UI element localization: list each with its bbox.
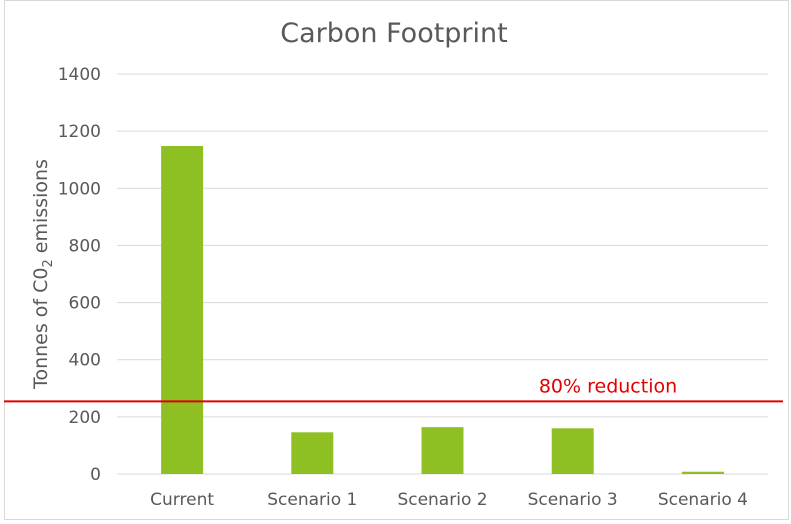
bar-scenario-3	[551, 428, 594, 474]
gridlines	[117, 73, 768, 475]
bar-scenario-2	[421, 427, 464, 474]
y-tick-label: 1000	[58, 179, 101, 199]
y-tick-label: 600	[69, 294, 101, 314]
y-tick-label: 800	[69, 236, 101, 256]
y-tick-label: 1200	[58, 122, 101, 142]
x-tick-label: Scenario 4	[658, 490, 748, 510]
x-tick-label: Scenario 3	[528, 490, 618, 510]
chart-frame	[4, 0, 789, 520]
reduction-target-label: 80% reduction	[539, 375, 677, 397]
y-axis-title-suffix: emissions	[30, 159, 52, 259]
x-axis-ticks: Current Scenario 1 Scenario 2 Scenario 3 Sce…	[150, 490, 748, 510]
bars	[161, 146, 724, 474]
x-tick-label: Scenario 1	[267, 490, 357, 510]
y-tick-label: 1400	[58, 65, 101, 85]
y-tick-label: 200	[69, 408, 101, 428]
y-tick-label: 0	[90, 465, 101, 485]
bar-current	[161, 146, 204, 474]
x-tick-label: Current	[150, 490, 214, 510]
y-axis-title-prefix: Tonnes of C0	[30, 268, 52, 390]
bar-scenario-4	[681, 471, 724, 474]
bar-scenario-1	[291, 432, 334, 474]
y-axis-title: Tonnes of C02 emissions	[30, 159, 56, 390]
y-tick-label: 400	[69, 351, 101, 371]
y-axis-title-subscript: 2	[41, 259, 56, 267]
x-tick-label: Scenario 2	[397, 490, 487, 510]
y-axis-ticks: 0 200 400 600 800 1000 1200 1400	[58, 65, 101, 485]
chart-title: Carbon Footprint	[280, 18, 507, 49]
